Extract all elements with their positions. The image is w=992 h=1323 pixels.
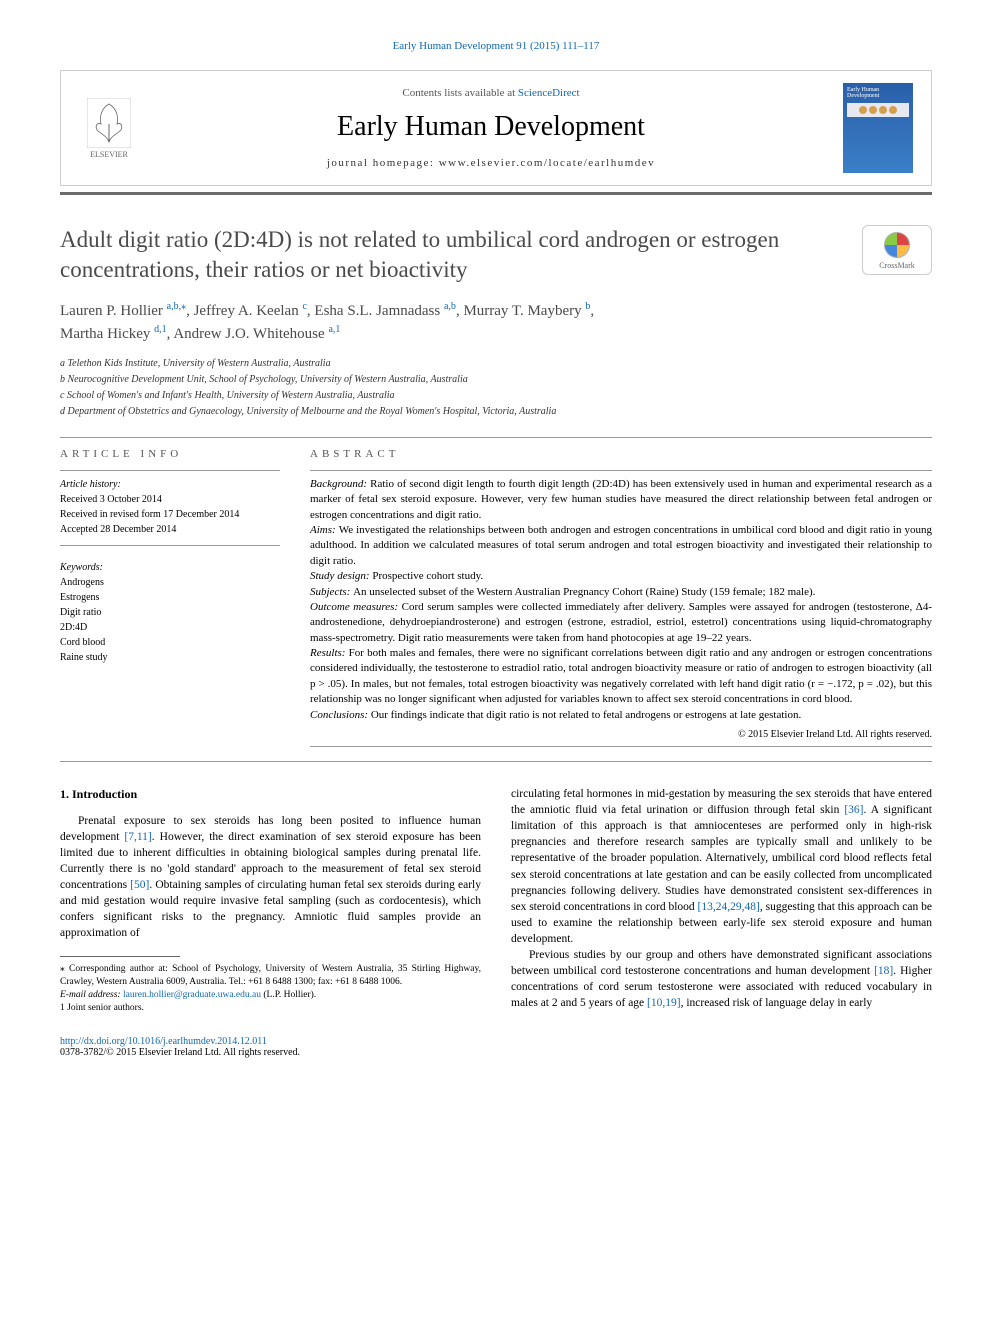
article-history: Article history: Received 3 October 2014… (60, 477, 280, 537)
contents-label: Contents lists available at ScienceDirec… (139, 87, 843, 99)
elsevier-tree-icon (87, 98, 131, 148)
section-heading: 1. Introduction (60, 786, 481, 803)
sciencedirect-link[interactable]: ScienceDirect (518, 87, 580, 99)
journal-header: ELSEVIER Contents lists available at Sci… (60, 70, 932, 186)
doi-link[interactable]: http://dx.doi.org/10.1016/j.earlhumdev.2… (60, 1036, 267, 1047)
journal-citation[interactable]: Early Human Development 91 (2015) 111–11… (60, 40, 932, 52)
body-column-right: circulating fetal hormones in mid-gestat… (511, 786, 932, 1016)
body-column-left: 1. Introduction Prenatal exposure to sex… (60, 786, 481, 1016)
abstract-copyright: © 2015 Elsevier Ireland Ltd. All rights … (310, 729, 932, 740)
article-info-label: article info (60, 448, 280, 460)
section-divider (60, 437, 932, 438)
journal-name: Early Human Development (139, 111, 843, 143)
affiliations: a Telethon Kids Institute, University of… (60, 356, 932, 419)
email-link[interactable]: lauren.hollier@graduate.uwa.edu.au (123, 990, 261, 1000)
doi: http://dx.doi.org/10.1016/j.earlhumdev.2… (60, 1036, 932, 1047)
keywords: Keywords: Androgens Estrogens Digit rati… (60, 560, 280, 665)
footnotes: ⁎ Corresponding author at: School of Psy… (60, 963, 481, 1016)
crossmark-icon (883, 231, 911, 259)
crossmark-badge[interactable]: CrossMark (862, 225, 932, 275)
article-title: Adult digit ratio (2D:4D) is not related… (60, 225, 842, 285)
footnote-separator (60, 956, 180, 957)
citation-link[interactable]: [36] (844, 804, 863, 816)
publisher-logo: ELSEVIER (79, 93, 139, 163)
abstract-text: Background: Ratio of second digit length… (310, 477, 932, 723)
journal-cover-thumbnail: Early Human Development (843, 83, 913, 173)
citation-link[interactable]: [18] (874, 965, 893, 977)
abstract-label: abstract (310, 448, 932, 460)
header-divider (60, 192, 932, 195)
citation-link[interactable]: [50] (130, 879, 149, 891)
body-divider (60, 761, 932, 762)
citation-link[interactable]: [10,19] (647, 997, 681, 1009)
issn-copyright: 0378-3782/© 2015 Elsevier Ireland Ltd. A… (60, 1047, 932, 1058)
citation-link[interactable]: [7,11] (124, 831, 151, 843)
citation-link[interactable]: [13,24,29,48] (698, 901, 760, 913)
journal-homepage: journal homepage: www.elsevier.com/locat… (139, 157, 843, 169)
author-list: Lauren P. Hollier a,b,⁎, Jeffrey A. Keel… (60, 299, 932, 346)
